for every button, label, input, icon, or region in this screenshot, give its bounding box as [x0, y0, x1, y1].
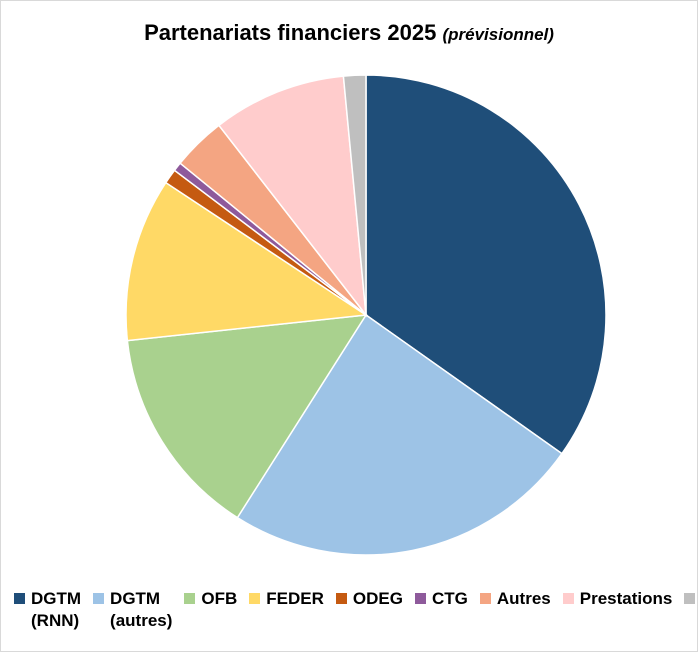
legend-swatch [684, 593, 696, 604]
legend-swatch [414, 593, 426, 604]
legend-item-4: ODEG [335, 588, 403, 610]
legend-item-8 [684, 588, 698, 604]
legend-label: OFB [201, 589, 238, 608]
chart-title-text: Partenariats financiers 2025 [144, 20, 437, 45]
pie-slice-1 [236, 313, 563, 556]
legend-label: DGTM (RNN) [31, 589, 82, 630]
legend-item-2: OFB [184, 588, 237, 610]
chart-title: Partenariats financiers 2025 (prévisionn… [0, 20, 698, 46]
legend-swatch [335, 593, 347, 604]
pie-slice-3 [125, 181, 369, 342]
chart-subtitle: (prévisionnel) [442, 25, 554, 44]
pie-slices [125, 74, 607, 556]
pie-slice-2 [126, 314, 368, 519]
legend-label: Prestations [579, 589, 673, 608]
legend-swatch [184, 593, 196, 604]
legend-label: CTG [431, 589, 468, 608]
legend-item-7: Prestations [562, 588, 673, 610]
legend-label: ODEG [352, 589, 403, 608]
legend-label: FEDER [266, 589, 324, 608]
pie-slice-0 [365, 74, 607, 455]
legend-item-5: CTG [414, 588, 468, 610]
pie-slice-7 [217, 75, 367, 318]
legend-swatch [562, 593, 574, 604]
legend-item-6: Autres [479, 588, 551, 610]
legend-label: DGTM (autres) [110, 589, 173, 630]
chart-legend: DGTM (RNN) DGTM (autres) OFB FEDER ODEG CTG Au… [14, 588, 698, 632]
legend-swatch [93, 593, 105, 604]
legend-swatch [479, 593, 491, 604]
legend-item-1: DGTM (autres) [93, 588, 172, 632]
legend-item-3: FEDER [249, 588, 324, 610]
legend-item-0: DGTM (RNN) [14, 588, 81, 632]
legend-swatch [249, 593, 261, 604]
legend-label: Autres [496, 589, 551, 608]
legend-swatch [14, 593, 25, 604]
pie-slice-8 [342, 74, 367, 316]
